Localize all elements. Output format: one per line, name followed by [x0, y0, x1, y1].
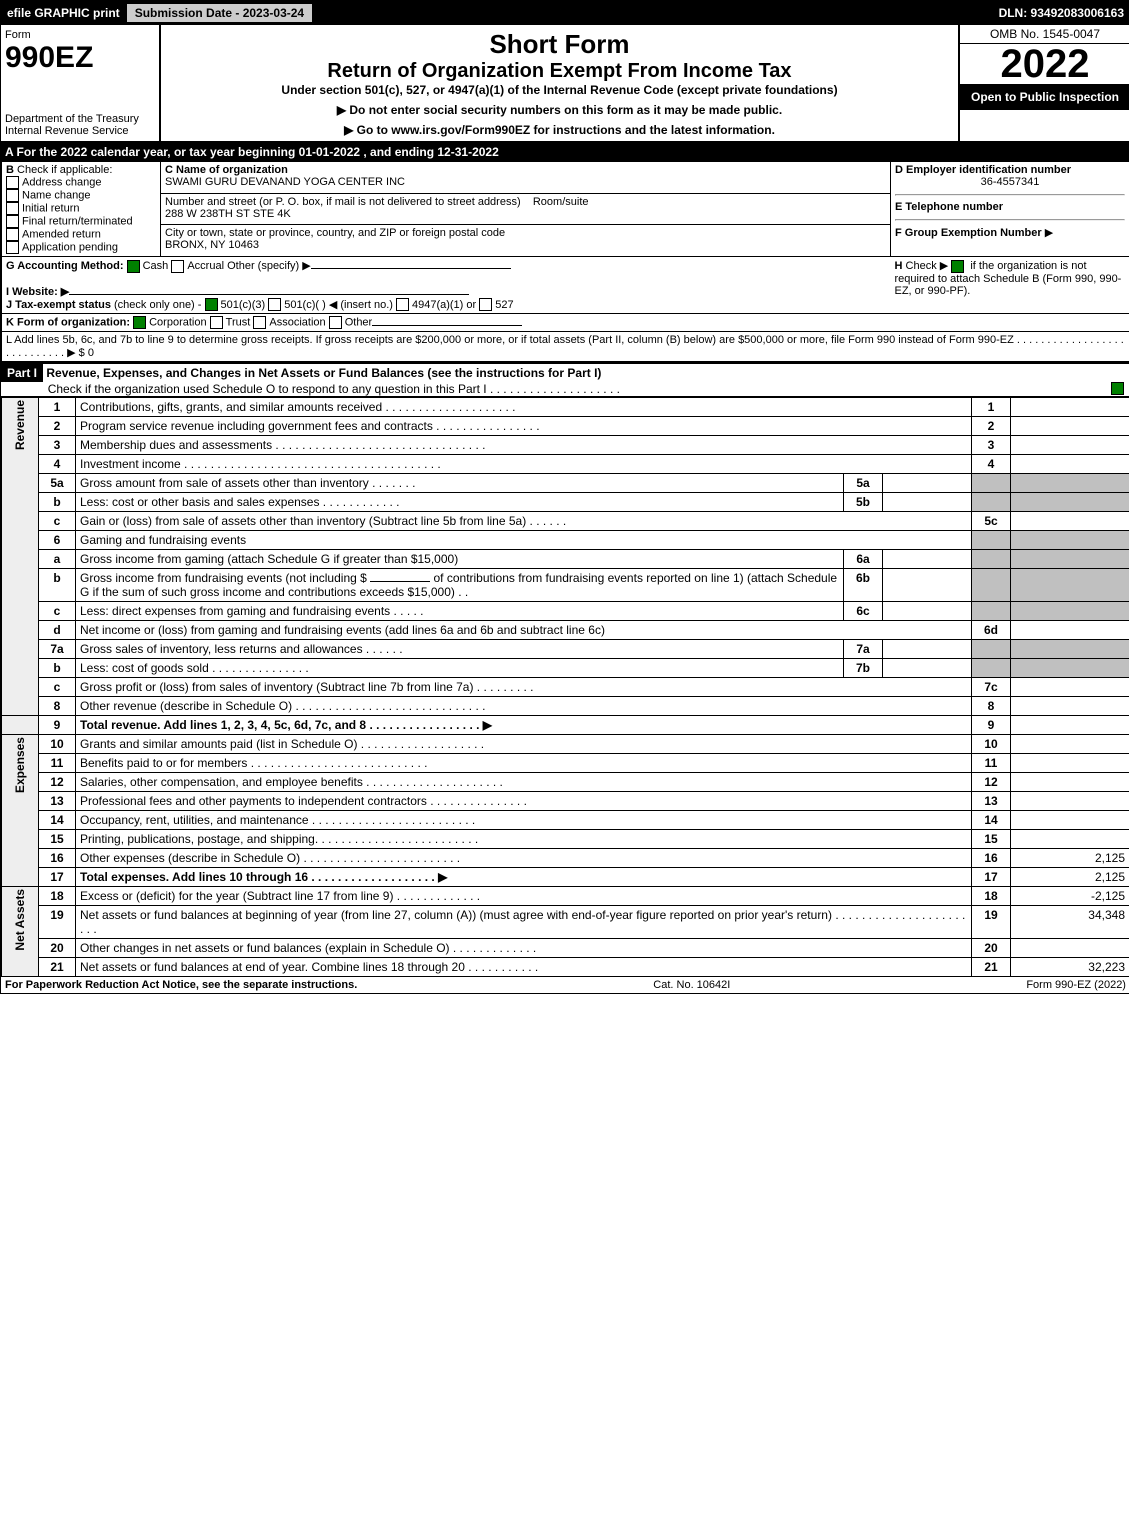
corporation: Corporation: [149, 317, 206, 329]
header-left: Form 990EZ Department of the Treasury In…: [1, 25, 161, 141]
527: 527: [495, 299, 513, 311]
page: efile GRAPHIC print Submission Date - 20…: [0, 0, 1129, 994]
f-label: F Group Exemption Number: [895, 227, 1042, 239]
form-footer: Form 990-EZ (2022): [1026, 979, 1126, 991]
trust-checkbox[interactable]: [210, 316, 223, 329]
footer: For Paperwork Reduction Act Notice, see …: [1, 977, 1129, 993]
street-address: 288 W 238TH ST STE 4K: [165, 208, 291, 220]
dln: DLN: 93492083006163: [999, 6, 1129, 20]
other-org: Other: [345, 317, 373, 329]
room-label: Room/suite: [533, 196, 589, 208]
name-change-checkbox[interactable]: [6, 189, 19, 202]
submission-date: Submission Date - 2023-03-24: [126, 3, 313, 23]
l-text: L Add lines 5b, 6c, and 7b to line 9 to …: [2, 332, 1129, 362]
part-i-title: Revenue, Expenses, and Changes in Net As…: [46, 366, 601, 380]
app-pending-checkbox[interactable]: [6, 241, 19, 254]
association: Association: [269, 317, 325, 329]
part-i-check: Check if the organization used Schedule …: [48, 382, 620, 396]
tax-year: 2022: [960, 44, 1129, 84]
efile-label: efile GRAPHIC print: [1, 6, 126, 20]
4947: 4947(a)(1) or: [412, 299, 476, 311]
part-i-row: Part I Revenue, Expenses, and Changes in…: [1, 362, 1129, 397]
city-label: City or town, state or province, country…: [165, 227, 505, 239]
open-public: Open to Public Inspection: [960, 84, 1129, 110]
501c: 501(c)( ) ◀ (insert no.): [284, 299, 393, 311]
b-check: Check if applicable:: [17, 164, 112, 176]
section-text: Under section 501(c), 527, or 4947(a)(1)…: [169, 83, 950, 97]
b-label: B: [6, 164, 14, 176]
527-checkbox[interactable]: [479, 298, 492, 311]
part-i-label: Part I: [1, 364, 43, 382]
h-label: H: [895, 260, 903, 272]
return-title: Return of Organization Exempt From Incom…: [169, 60, 950, 83]
d-label: D Employer identification number: [895, 164, 1071, 176]
h-checkbox[interactable]: [951, 260, 964, 273]
addr-change-checkbox[interactable]: [6, 176, 19, 189]
501c3: 501(c)(3): [221, 299, 266, 311]
h-check: Check ▶: [906, 260, 949, 272]
ssn-note: ▶ Do not enter social security numbers o…: [169, 103, 950, 117]
form-number: 990EZ: [5, 41, 155, 75]
i-label: I Website: ▶: [6, 286, 69, 298]
addr-change: Address change: [22, 176, 102, 188]
row-a: A For the 2022 calendar year, or tax yea…: [1, 143, 1129, 161]
c-label: C Name of organization: [165, 164, 288, 176]
goto-note: ▶ Go to www.irs.gov/Form990EZ for instru…: [169, 123, 950, 137]
name-change: Name change: [22, 189, 91, 201]
netassets-side: Net Assets: [13, 889, 27, 951]
accrual: Accrual: [187, 260, 224, 272]
street-label: Number and street (or P. O. box, if mail…: [165, 196, 521, 208]
g-label: G Accounting Method:: [6, 260, 124, 272]
j-label: J Tax-exempt status: [6, 299, 111, 311]
corp-checkbox[interactable]: [133, 316, 146, 329]
form-word: Form: [5, 29, 155, 41]
city-state-zip: BRONX, NY 10463: [165, 239, 259, 251]
org-name: SWAMI GURU DEVANAND YOGA CENTER INC: [165, 176, 405, 188]
amended-return-checkbox[interactable]: [6, 228, 19, 241]
initial-return: Initial return: [22, 202, 79, 214]
final-return-checkbox[interactable]: [6, 215, 19, 228]
501c3-checkbox[interactable]: [205, 298, 218, 311]
accrual-checkbox[interactable]: [171, 260, 184, 273]
expenses-side: Expenses: [13, 737, 27, 793]
final-return: Final return/terminated: [22, 215, 133, 227]
topbar: efile GRAPHIC print Submission Date - 20…: [1, 1, 1129, 25]
j-sub: (check only one) -: [114, 299, 201, 311]
part-i-checkbox[interactable]: [1111, 382, 1124, 395]
app-pending: Application pending: [22, 241, 118, 253]
initial-return-checkbox[interactable]: [6, 202, 19, 215]
other-specify: Other (specify) ▶: [227, 260, 311, 272]
assoc-checkbox[interactable]: [253, 316, 266, 329]
revenue-side: Revenue: [13, 400, 27, 450]
ein: 36-4557341: [895, 176, 1125, 188]
e-label: E Telephone number: [895, 201, 1003, 213]
f-arrow: ▶: [1045, 227, 1053, 239]
cash-checkbox[interactable]: [127, 260, 140, 273]
short-form-title: Short Form: [169, 29, 950, 60]
header: Form 990EZ Department of the Treasury In…: [1, 25, 1129, 143]
header-right: OMB No. 1545-0047 2022 Open to Public In…: [958, 25, 1129, 141]
amended-return: Amended return: [22, 228, 101, 240]
4947-checkbox[interactable]: [396, 298, 409, 311]
other-checkbox[interactable]: [329, 316, 342, 329]
k-label: K Form of organization:: [6, 317, 130, 329]
entity-table: B Check if applicable: Address change Na…: [1, 161, 1129, 362]
cat-no: Cat. No. 10642I: [653, 979, 730, 991]
cash: Cash: [143, 260, 169, 272]
header-mid: Short Form Return of Organization Exempt…: [161, 25, 958, 141]
department: Department of the Treasury Internal Reve…: [5, 113, 155, 137]
pra-notice: For Paperwork Reduction Act Notice, see …: [5, 979, 357, 991]
trust: Trust: [226, 317, 251, 329]
lines-table: Revenue 1Contributions, gifts, grants, a…: [1, 397, 1129, 977]
501c-checkbox[interactable]: [268, 298, 281, 311]
